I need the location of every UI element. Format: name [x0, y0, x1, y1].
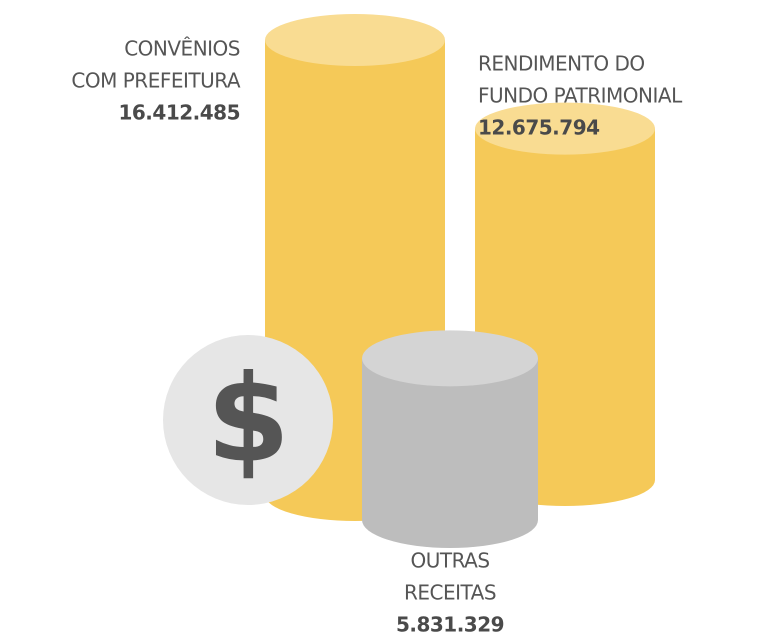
category-label: CONVÊNIOS	[124, 37, 240, 61]
category-label: FUNDO PATRIMONIAL	[478, 84, 683, 108]
category-label: OUTRAS	[410, 549, 489, 573]
category-label: COM PREFEITURA	[71, 69, 240, 93]
cylinder-top	[362, 330, 538, 386]
dollar-icon: $	[207, 351, 290, 490]
cylinder-top	[265, 14, 445, 66]
category-label: RECEITAS	[404, 581, 496, 605]
value-label: 12.675.794	[478, 116, 600, 140]
chart: $ CONVÊNIOS COM PREFEITURA 16.412.485 RENDIM…	[0, 0, 760, 639]
value-label: 5.831.329	[396, 613, 504, 637]
category-label: RENDIMENTO DO	[478, 52, 645, 76]
page: $ CONVÊNIOS COM PREFEITURA 16.412.485 RENDIM…	[0, 0, 760, 639]
value-label: 16.412.485	[118, 101, 240, 125]
